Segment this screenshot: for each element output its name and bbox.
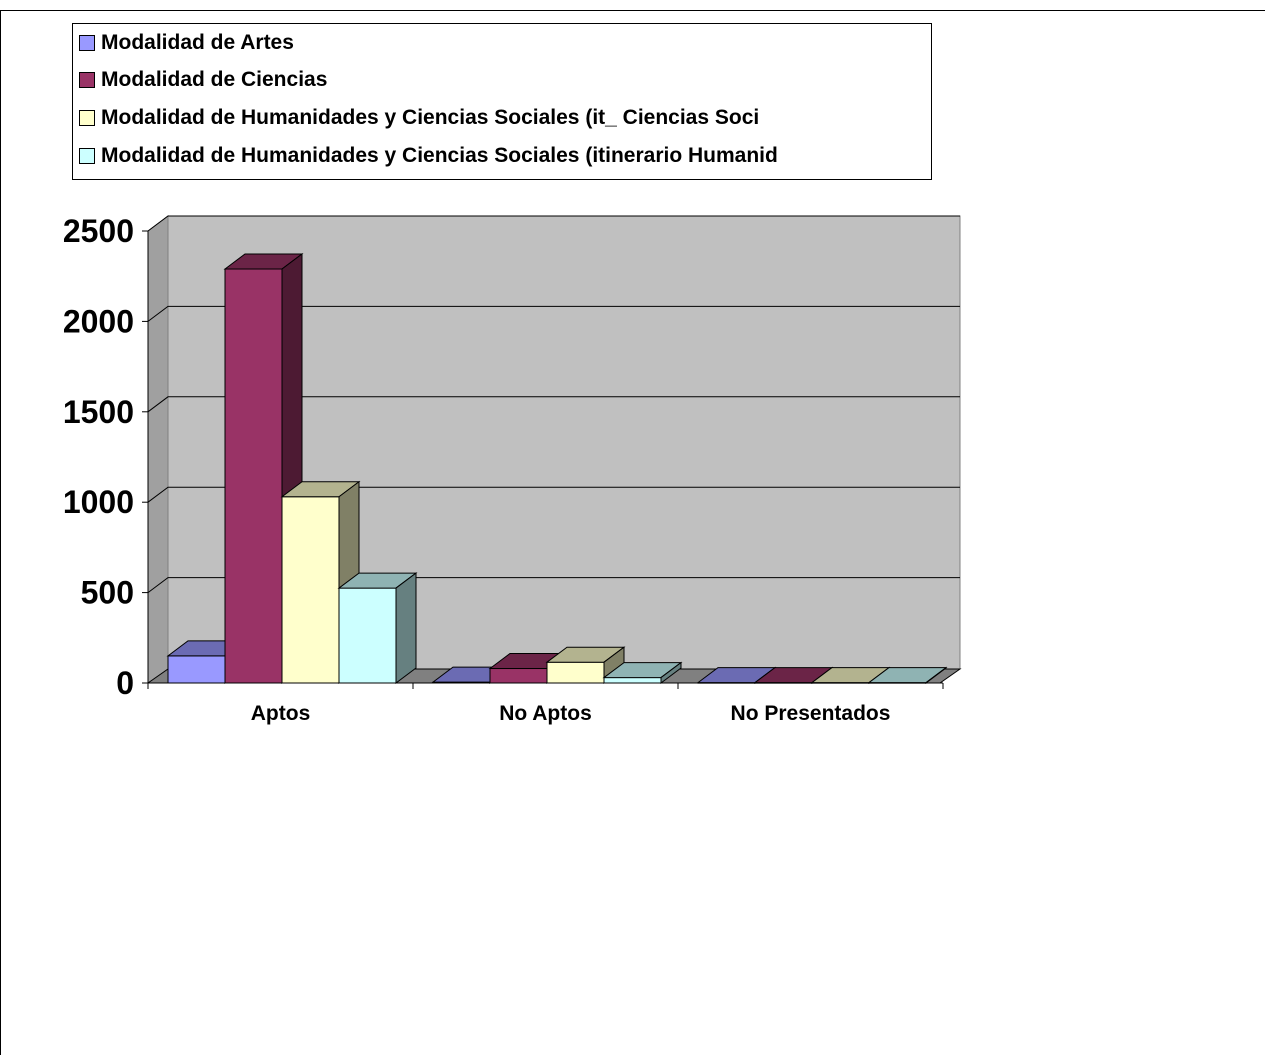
gridline [147, 577, 960, 593]
bar-front [603, 677, 662, 684]
y-tick-label: 500 [81, 575, 134, 611]
bar-front [546, 661, 605, 684]
gridline [147, 215, 960, 232]
legend-label-artes: Modalidad de Artes [101, 31, 294, 54]
legend-swatch-artes [79, 35, 95, 51]
y-tick-label: 0 [116, 665, 134, 701]
legend-swatch-hcs-humanidades [79, 148, 95, 164]
legend-label-hcs-ciencias-sociales: Modalidad de Humanidades y Ciencias Soci… [101, 106, 760, 129]
bar-side [660, 661, 682, 684]
legend-label-hcs-humanidades: Modalidad de Humanidades y Ciencias Soci… [101, 144, 778, 167]
x-category-label: Aptos [251, 702, 311, 725]
legend-item-hcs-humanidades: Modalidad de Humanidades y Ciencias Soci… [79, 142, 778, 170]
legend-swatch-ciencias [79, 72, 95, 88]
frame-top-line [0, 10, 1265, 11]
bar-front [489, 668, 548, 684]
y-tick-label: 1500 [63, 394, 134, 430]
legend-item-artes: Modalidad de Artes [79, 29, 294, 57]
bar-front [167, 655, 226, 684]
bar-front [338, 587, 397, 684]
bar-side [925, 666, 947, 684]
gridline [147, 396, 960, 413]
legend-item-hcs-ciencias-sociales: Modalidad de Humanidades y Ciencias Soci… [79, 104, 759, 132]
legend-swatch-hcs-ciencias-sociales [79, 110, 95, 126]
x-category-label: No Aptos [499, 702, 592, 725]
legend-item-ciencias: Modalidad de Ciencias [79, 66, 327, 94]
x-category-label: No Presentados [731, 702, 891, 725]
bar-side [395, 572, 417, 684]
gridline [147, 305, 960, 322]
y-tick-label: 2000 [63, 303, 134, 339]
plot-side-wall [147, 215, 169, 684]
y-tick-label: 2500 [63, 213, 134, 249]
frame-left-line [0, 10, 1, 1055]
chart-legend: Modalidad de Artes Modalidad de Ciencias… [72, 23, 932, 180]
legend-label-ciencias: Modalidad de Ciencias [101, 68, 328, 91]
gridline [147, 486, 960, 503]
bar-front [281, 496, 340, 684]
y-tick-label: 1000 [63, 484, 134, 520]
bar-front [224, 268, 283, 684]
